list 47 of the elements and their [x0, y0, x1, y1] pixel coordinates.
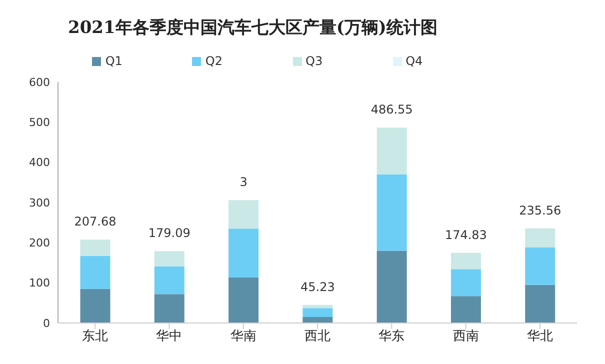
bar	[525, 284, 556, 323]
x-tick-label: 华东	[378, 329, 405, 344]
bar	[228, 277, 259, 323]
x-tick-label: 西南	[452, 329, 479, 344]
y-tick-label: 200	[29, 236, 50, 250]
y-tick-label: 0	[43, 316, 50, 330]
legend-label: Q4	[406, 54, 423, 68]
bar	[228, 200, 259, 229]
x-tick-label: 西北	[304, 329, 330, 344]
y-tick-label: 300	[29, 196, 50, 210]
bar	[228, 228, 259, 278]
x-tick-label: 华北	[526, 329, 553, 344]
y-tick-label: 600	[29, 76, 50, 89]
bar	[376, 250, 407, 323]
total-label: 235.56	[519, 203, 562, 218]
x-tick-label: 华南	[230, 329, 256, 344]
annotation: 3	[240, 175, 248, 190]
bar	[80, 288, 110, 323]
bar	[154, 251, 184, 266]
bar	[525, 247, 556, 285]
bar	[302, 316, 333, 323]
bar	[450, 269, 481, 296]
bar	[80, 240, 110, 256]
bar	[154, 294, 184, 323]
total-label: 179.09	[148, 226, 190, 240]
bar	[525, 228, 556, 248]
chart-title: 2021年各季度中国汽车七大区产量(万辆)统计图	[67, 17, 438, 40]
x-tick-label: 东北	[82, 329, 108, 344]
y-tick-label: 100	[29, 276, 50, 290]
total-label: 207.68	[74, 214, 116, 229]
bar	[80, 256, 110, 289]
bar	[376, 174, 407, 251]
bar	[302, 304, 333, 308]
bar	[376, 128, 407, 174]
bar	[450, 252, 481, 270]
y-tick-label: 400	[29, 156, 50, 170]
bar	[450, 296, 481, 323]
total-label: 486.55	[370, 102, 413, 117]
legend-label: Q2	[205, 54, 222, 68]
bar	[154, 266, 184, 294]
bar	[302, 308, 333, 317]
legend-label: Q1	[105, 54, 122, 68]
x-tick-label: 华中	[156, 329, 182, 344]
y-tick-label: 500	[29, 116, 50, 130]
total-label: 174.83	[444, 228, 487, 242]
legend-label: Q3	[306, 54, 323, 68]
total-label: 45.23	[300, 280, 335, 294]
